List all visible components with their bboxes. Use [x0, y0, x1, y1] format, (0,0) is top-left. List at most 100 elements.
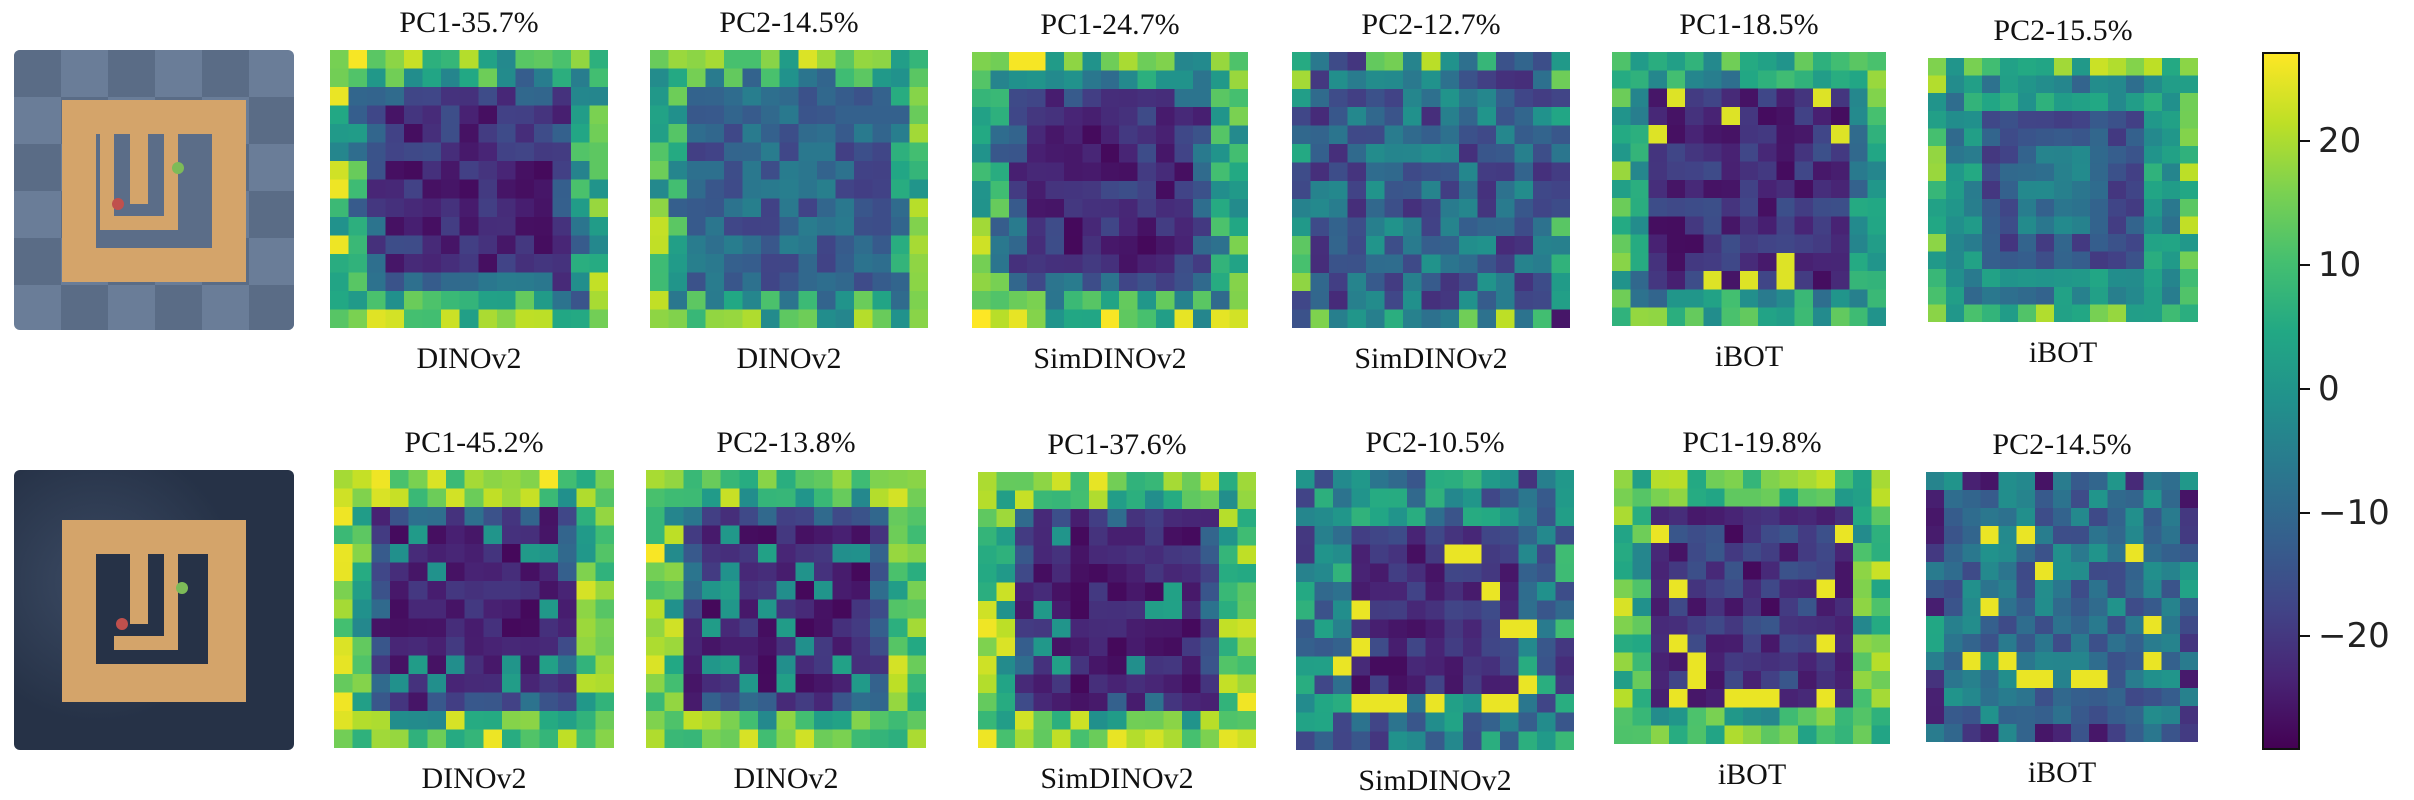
- heatmap-cell: [371, 673, 391, 693]
- heatmap-cell: [668, 309, 688, 328]
- heatmap-cell: [1407, 619, 1427, 639]
- heatmap-cell: [1812, 234, 1832, 254]
- heatmap-cell: [570, 235, 590, 255]
- heatmap-cell: [758, 710, 778, 730]
- heatmap-cell: [1739, 307, 1759, 326]
- heatmap-cell: [348, 50, 368, 69]
- heatmap-cell: [2126, 304, 2145, 322]
- heatmap-cell: [705, 290, 725, 310]
- heatmap-cell: [1156, 107, 1175, 126]
- heatmap-cell: [330, 124, 349, 144]
- heatmap-cell: [2072, 93, 2091, 112]
- heatmap-cell: [798, 50, 818, 69]
- heatmap-cell: [1082, 217, 1102, 237]
- heatmap-cell: [1982, 58, 2001, 76]
- heatmap-cell: [1296, 675, 1315, 695]
- heatmap-cell: [795, 729, 815, 748]
- heatmap-cell: [851, 544, 871, 564]
- heatmap-cell: [441, 87, 461, 106]
- heatmap-cell: [1425, 731, 1445, 750]
- heatmap-cell: [1192, 217, 1212, 237]
- heatmap-cell: [758, 655, 778, 675]
- heatmap-panel: PC1-19.8% iBOT: [1614, 426, 1890, 791]
- heatmap-cell: [1462, 582, 1482, 602]
- heatmap-cell: [1666, 143, 1686, 162]
- heatmap-cell: [1776, 307, 1796, 326]
- heatmap-cell: [1027, 254, 1046, 274]
- heatmap-cell: [1033, 692, 1053, 712]
- heatmap-cell: [558, 710, 578, 730]
- heatmap-cell: [2000, 251, 2019, 270]
- heatmap-cell: [1333, 619, 1352, 639]
- heatmap-cell: [441, 216, 461, 236]
- heatmap-cell: [1477, 162, 1497, 182]
- heatmap-cell: [851, 618, 871, 638]
- heatmap-panel: PC1-24.7% SimDINOv2: [972, 8, 1248, 375]
- heatmap-cell: [1292, 291, 1311, 310]
- colorbar-tick-label: 0: [2318, 368, 2340, 409]
- heatmap-cell: [483, 470, 503, 489]
- heatmap-cell: [705, 124, 725, 144]
- heatmap-cell: [1144, 656, 1164, 675]
- heatmap-cell: [978, 508, 997, 528]
- heatmap-cell: [1314, 582, 1334, 602]
- heatmap-cell: [2107, 472, 2126, 491]
- heatmap-cell: [816, 161, 836, 181]
- heatmap-cell: [683, 562, 703, 582]
- heatmap-cell: [1518, 694, 1538, 714]
- heatmap-cell: [459, 50, 479, 69]
- heatmap-cell: [724, 235, 744, 255]
- heatmap-cell: [1962, 544, 1981, 563]
- heatmap-cell: [1192, 180, 1212, 200]
- heatmap-cell: [1477, 144, 1497, 163]
- heatmap-cell: [570, 161, 590, 181]
- heatmap-cell: [1944, 724, 1963, 742]
- heatmap-cell: [352, 673, 372, 693]
- heatmap-cell: [1119, 254, 1138, 274]
- heatmap-cell: [664, 581, 684, 601]
- heatmap-cell: [1666, 271, 1686, 290]
- heatmap-cell: [1237, 564, 1256, 583]
- heatmap-cell: [2180, 75, 2198, 94]
- heatmap-cell: [779, 179, 799, 199]
- heatmap-cell: [1237, 637, 1256, 657]
- heatmap-cell: [1632, 524, 1652, 544]
- heatmap-cell: [459, 253, 479, 273]
- heatmap-cell: [1045, 107, 1065, 126]
- heatmap-cell: [2162, 269, 2181, 288]
- heatmap-cell: [390, 618, 410, 638]
- heatmap-cell: [2144, 216, 2163, 235]
- heatmap-cell: [2143, 472, 2163, 491]
- heatmap-cell: [1849, 161, 1869, 181]
- heatmap-cell: [1998, 544, 2018, 563]
- heatmap-cell: [1481, 526, 1501, 546]
- heatmap-cell: [1218, 637, 1238, 657]
- heatmap-cell: [1100, 107, 1120, 126]
- heatmap-cell: [2054, 304, 2073, 322]
- heatmap-cell: [1926, 526, 1945, 545]
- heatmap-cell: [909, 161, 928, 181]
- heatmap-cell: [552, 216, 572, 236]
- heatmap-cell: [1612, 52, 1631, 71]
- heatmap-cell: [390, 488, 410, 508]
- heatmap-cell: [890, 179, 910, 199]
- heatmap-cell: [2144, 198, 2163, 217]
- heatmap-cell: [2034, 724, 2054, 742]
- heatmap-cell: [502, 581, 522, 601]
- heatmap-cell: [1980, 562, 1999, 581]
- heatmap-cell: [483, 488, 503, 508]
- heatmap-cell: [1632, 470, 1652, 489]
- heatmap-cell: [1333, 675, 1352, 695]
- heatmap-cell: [1962, 526, 1981, 545]
- panel-title: PC1-18.5%: [1679, 8, 1819, 41]
- heatmap-cell: [589, 198, 608, 218]
- heatmap-cell: [1962, 616, 1981, 635]
- heatmap-cell: [816, 216, 836, 236]
- heatmap-cell: [367, 216, 386, 236]
- heatmap-cell: [870, 525, 890, 545]
- heatmap-cell: [2072, 181, 2091, 200]
- heatmap-cell: [2016, 724, 2036, 742]
- heatmap-cell: [1721, 143, 1741, 162]
- heatmap-cell: [1962, 472, 1981, 491]
- heatmap-cell: [761, 290, 781, 310]
